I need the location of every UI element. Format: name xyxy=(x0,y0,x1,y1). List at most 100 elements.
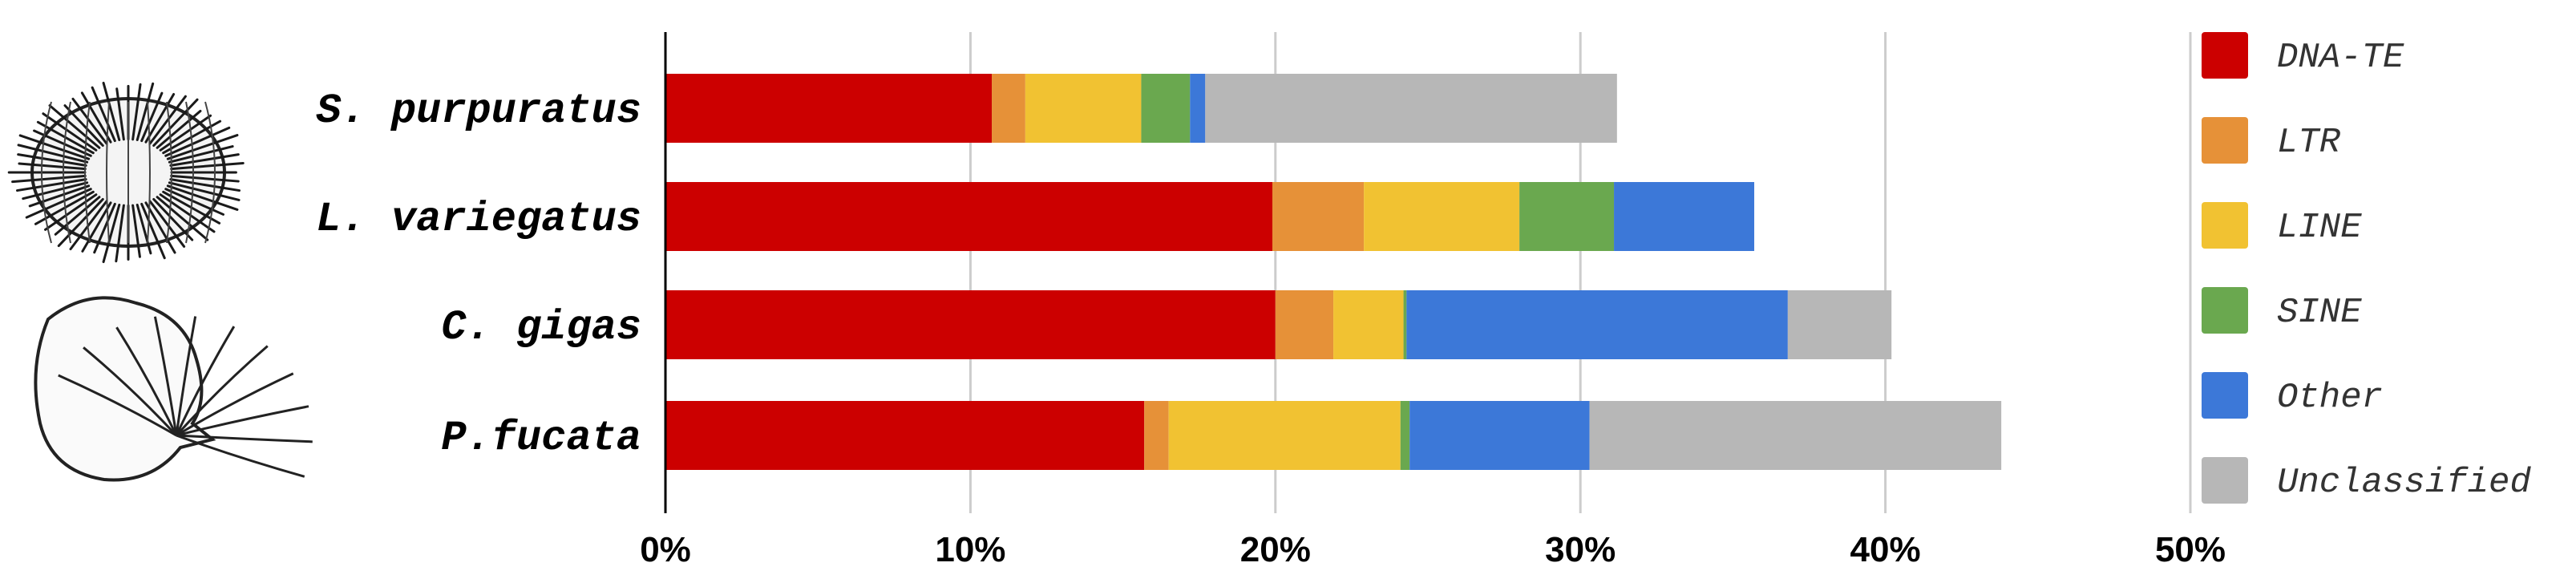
x-tick-label: 40% xyxy=(1850,530,1921,569)
legend-label: Unclassified xyxy=(2277,463,2531,503)
urchin-spine xyxy=(164,126,231,157)
urchin-spine xyxy=(80,91,112,144)
urchin-spine xyxy=(18,134,91,160)
urchin-spine xyxy=(144,201,176,254)
legend-label: Other xyxy=(2277,378,2383,418)
bar-segment-ltr xyxy=(1272,182,1365,251)
urchin-spine xyxy=(25,188,92,219)
legend-swatch xyxy=(2202,287,2248,334)
bar-segment-unclassified xyxy=(1589,401,2002,470)
bar-segment-dna-te xyxy=(665,290,1276,359)
bar-segment-other xyxy=(1406,290,1788,359)
legend-item: SINE xyxy=(2202,287,2362,334)
urchin-spine xyxy=(169,178,241,192)
bar-segment-dna-te xyxy=(665,401,1145,470)
bar-segment-line xyxy=(1364,182,1520,251)
bar-segment-sine xyxy=(1141,74,1191,143)
legend-swatch xyxy=(2202,117,2248,164)
urchin-spine xyxy=(148,200,186,248)
bar-segment-line xyxy=(1025,74,1142,143)
urchin-rib xyxy=(185,101,194,244)
legend-item: DNA-TE xyxy=(2202,32,2404,79)
urchin-spine xyxy=(71,97,108,145)
bar-segment-other xyxy=(1190,74,1206,143)
x-tick-label: 0% xyxy=(640,530,691,569)
urchin-spine xyxy=(17,153,87,167)
legend-label: SINE xyxy=(2277,293,2362,333)
bar-segment-ltr xyxy=(992,74,1025,143)
urchin-rib xyxy=(84,101,91,244)
urchin-spine xyxy=(22,181,89,200)
urchin-spine xyxy=(131,204,141,258)
legend-label: LTR xyxy=(2277,123,2341,163)
shell-rib xyxy=(153,316,178,436)
bar-segment-sine xyxy=(1519,182,1615,251)
x-tick-label: 10% xyxy=(935,530,1005,569)
urchin-spine xyxy=(156,196,209,241)
shell-rib xyxy=(175,326,236,436)
legend-swatch xyxy=(2202,457,2248,504)
urchin-spine xyxy=(54,196,101,236)
shell-rib xyxy=(175,316,197,436)
urchin-rib xyxy=(166,101,172,244)
x-tick-label: 50% xyxy=(2155,530,2226,569)
bar-segment-ltr xyxy=(1144,401,1169,470)
urchin-spine xyxy=(81,201,112,253)
urchin-spine xyxy=(48,104,101,149)
shell-rib xyxy=(115,326,178,436)
bar-segment-sine xyxy=(1400,401,1410,470)
urchin-spine xyxy=(131,83,142,141)
urchin-spine xyxy=(69,200,108,251)
bar-segment-unclassified xyxy=(1205,74,1617,143)
category-label: L. variegatus xyxy=(316,196,641,243)
urchin-spine xyxy=(159,114,212,152)
bar-segment-dna-te xyxy=(665,74,993,143)
urchin-spine xyxy=(148,95,187,145)
shell-rib xyxy=(176,405,309,437)
legend-item: LINE xyxy=(2202,202,2362,249)
shell-rib xyxy=(175,345,269,437)
bars-group xyxy=(665,74,2002,470)
urchin-spine xyxy=(15,178,87,192)
urchin-spine xyxy=(91,86,116,143)
urchin-spine xyxy=(42,112,98,152)
bar-segment-ltr xyxy=(1275,290,1334,359)
category-label: P.fucata xyxy=(441,415,641,462)
legend-swatch xyxy=(2202,202,2248,249)
urchin-spine xyxy=(156,109,202,149)
urchin-spine xyxy=(115,204,125,263)
urchin-rib xyxy=(204,101,216,244)
legend-swatch xyxy=(2202,32,2248,79)
urchin-spine xyxy=(93,202,116,254)
category-label: S. purpuratus xyxy=(316,87,641,135)
urchin-spine xyxy=(140,91,164,143)
urchin-spine xyxy=(102,81,121,142)
legend-label: DNA-TE xyxy=(2277,38,2404,78)
urchin-spine xyxy=(17,144,89,164)
bar-segment-dna-te xyxy=(665,182,1272,251)
urchin-spine xyxy=(166,184,239,211)
shell-rib xyxy=(58,374,177,437)
legend-label: LINE xyxy=(2277,208,2362,248)
scallop-shell-icon xyxy=(34,296,313,482)
urchin-spine xyxy=(144,93,176,144)
shell-rib xyxy=(83,346,178,437)
category-labels: S. purpuratus L. variegatus C. gigas P.fuca… xyxy=(316,87,641,462)
x-tick-label: 20% xyxy=(1240,530,1311,569)
urchin-spine xyxy=(63,104,104,148)
urchin-spine xyxy=(166,134,239,160)
urchin-spine xyxy=(28,184,91,208)
urchin-spine xyxy=(102,203,121,264)
bar-segment-other xyxy=(1614,182,1755,251)
urchin-spine xyxy=(152,98,199,148)
urchin-spine xyxy=(57,197,104,248)
urchin-rib xyxy=(106,101,110,244)
urchin-spine xyxy=(140,202,166,260)
urchin-spine xyxy=(168,145,234,164)
sea-urchin-icon xyxy=(7,81,245,264)
urchin-spine xyxy=(159,193,216,233)
urchin-spine xyxy=(18,162,87,171)
urchin-spine xyxy=(33,129,92,157)
urchin-spine xyxy=(135,203,152,255)
